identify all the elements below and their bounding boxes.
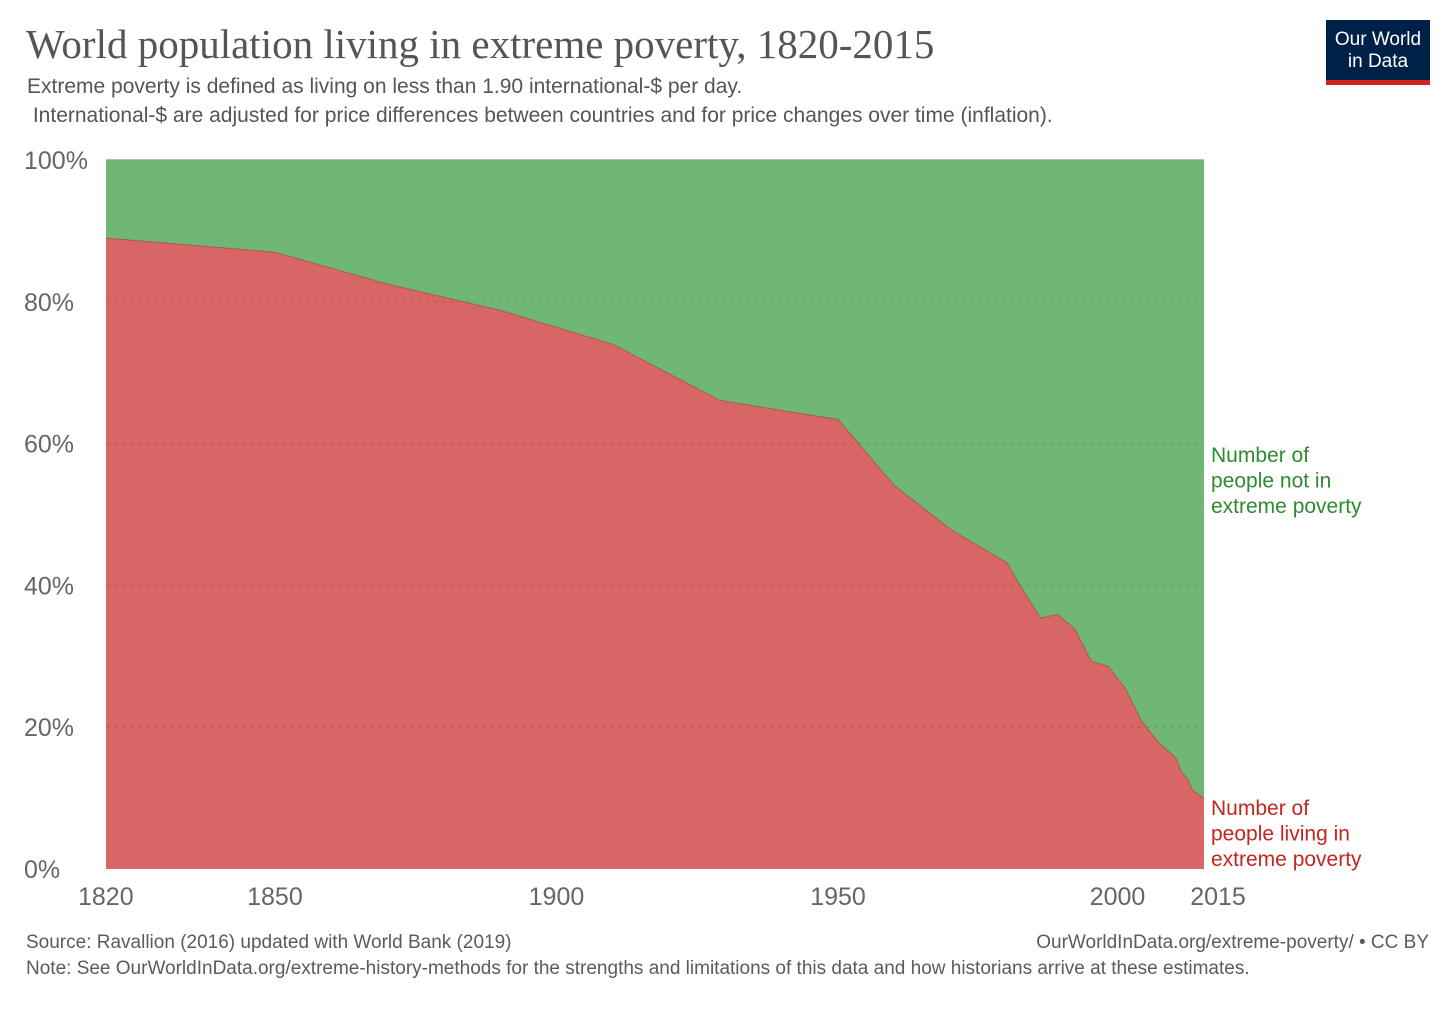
x-axis-ticks: 1820 1850 1900 1950 2000 2015 [78, 883, 1246, 911]
source-link[interactable]: OurWorldInData.org/extreme-poverty/ • CC… [1036, 932, 1429, 953]
logo-line-2: in Data [1347, 51, 1409, 72]
y-tick-label: 40% [24, 572, 74, 600]
label-living-in-poverty: Number of [1211, 797, 1309, 820]
chart-title: World population living in extreme pover… [26, 21, 935, 67]
label-not-in-poverty: people not in [1211, 470, 1331, 493]
note-text: Note: See OurWorldInData.org/extreme-his… [26, 958, 1250, 979]
grid-overlay [106, 301, 1204, 728]
y-tick-label: 60% [24, 431, 74, 459]
label-living-in-poverty: extreme poverty [1211, 848, 1362, 871]
owid-logo[interactable]: Our World in Data [1326, 20, 1430, 85]
y-tick-label: 20% [24, 714, 74, 742]
x-tick-label: 1950 [810, 883, 866, 911]
y-tick-label: 100% [24, 147, 88, 175]
y-axis-ticks: 0% 20% 40% 60% 80% 100% [24, 147, 88, 884]
x-tick-label: 2000 [1090, 883, 1146, 911]
x-tick-label: 1820 [78, 883, 134, 911]
x-tick-label: 1900 [529, 883, 585, 911]
area-living-in-poverty[interactable] [106, 238, 1204, 869]
label-not-in-poverty: Number of [1211, 444, 1309, 467]
source-text: Source: Ravallion (2016) updated with Wo… [26, 932, 512, 953]
logo-line-1: Our World [1334, 29, 1422, 50]
poverty-boundary-line [105, 237, 1205, 799]
y-tick-label: 0% [24, 856, 60, 884]
x-tick-label: 1850 [247, 883, 303, 911]
label-living-in-poverty: people living in [1211, 823, 1350, 846]
x-tick-label: 2015 [1190, 883, 1246, 911]
label-not-in-poverty: extreme poverty [1211, 495, 1362, 518]
chart-subtitle: Extreme poverty is defined as living on … [27, 75, 1053, 127]
y-tick-label: 80% [24, 289, 74, 317]
